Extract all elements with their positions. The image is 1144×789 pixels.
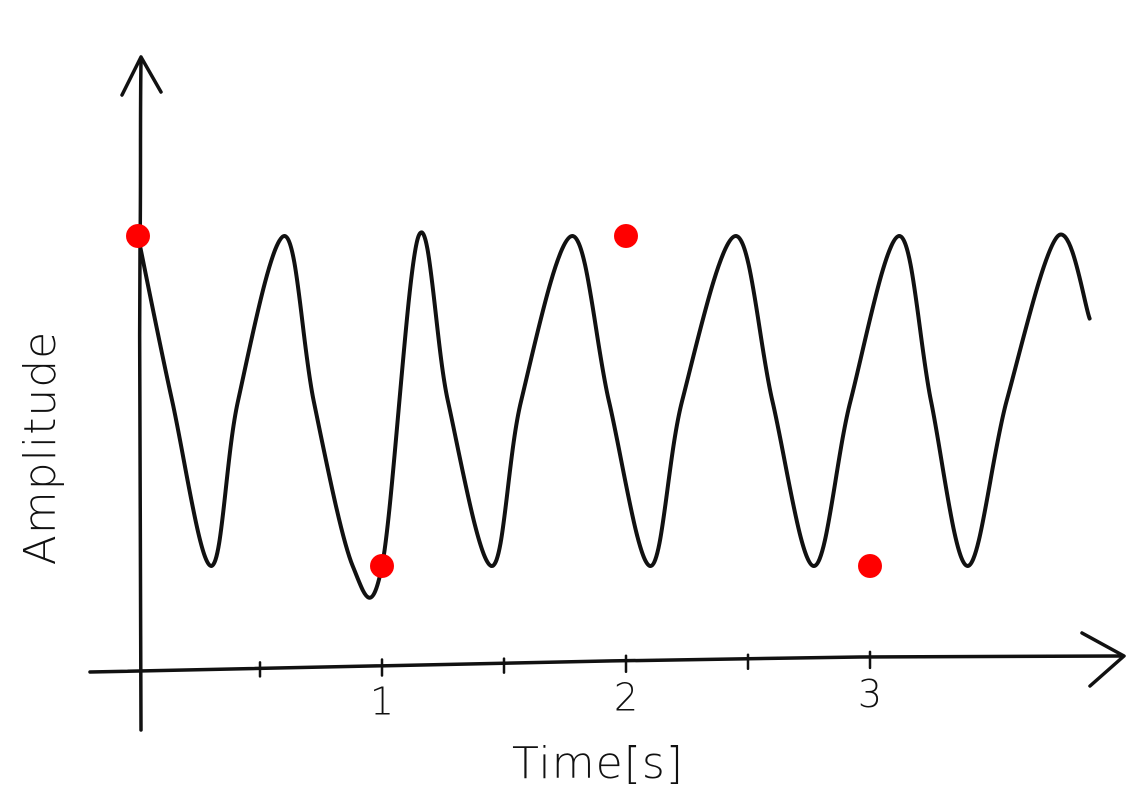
series-line-0: [136, 230, 1092, 600]
y-axis-label: Amplitude: [15, 331, 66, 565]
highlight-point-3: [858, 554, 882, 578]
series: [136, 230, 1092, 600]
highlight-points: [126, 224, 882, 578]
x-ticks: 1 2 3: [258, 650, 882, 724]
x-axis: [88, 654, 1122, 674]
y-axis: [137, 60, 143, 732]
x-tick-label-2: 3: [858, 672, 882, 716]
axis-labels: Time[s] Amplitude: [15, 331, 684, 789]
axes: [88, 55, 1126, 732]
highlight-point-0: [126, 224, 150, 248]
y-axis-arrow: [120, 55, 163, 97]
x-axis-label: Time[s]: [512, 738, 684, 789]
x-tick-label-0: 1: [370, 680, 394, 724]
x-tick-label-1: 2: [614, 676, 638, 720]
highlight-point-1: [370, 554, 394, 578]
highlight-point-2: [614, 224, 638, 248]
x-axis-arrow: [1080, 631, 1126, 688]
